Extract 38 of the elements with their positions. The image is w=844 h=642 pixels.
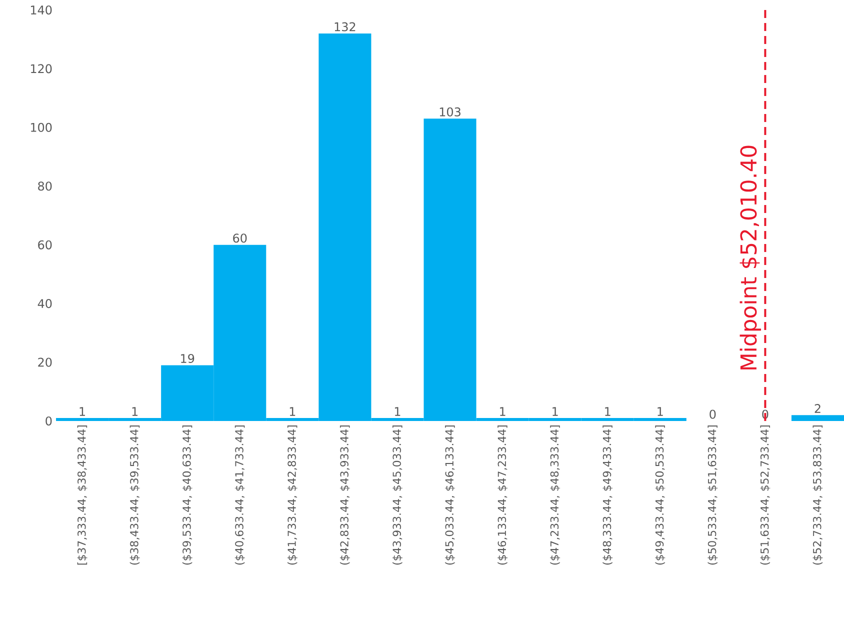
data-label: 1 [290,407,296,416]
x-tick-label: ($40,633.44, $41,733.44] [234,426,245,565]
x-tick-label: [$37,333.44, $38,433.44] [77,426,88,565]
x-tick-label: ($46,133.44, $47,233.44] [498,426,508,565]
y-tick-label: 100 [30,122,52,132]
data-label: 1 [132,407,138,416]
y-tick-label: 80 [38,182,52,191]
data-label: 132 [334,22,356,32]
y-tick-label: 40 [38,299,52,308]
y-tick-label: 120 [30,64,52,74]
x-tick-label: ($49,433.44, $50,533.44] [655,426,666,565]
data-label: 1 [394,407,400,416]
data-label: 19 [181,354,194,364]
x-tick-label: ($43,933.44, $45,033.44] [392,426,402,565]
x-tick-label: ($41,733.44, $42,833.44] [287,426,298,565]
data-label: 1 [658,407,663,416]
x-tick-label: ($52,733.44, $53,833.44] [812,426,823,565]
data-label: 60 [233,234,247,243]
x-tick-label: ($45,033.44, $46,133.44] [445,426,455,565]
data-label: 2 [814,404,820,413]
x-tick-label: ($39,533.44, $40,633.44] [182,426,192,565]
x-tick-label: ($50,533.44, $51,633.44] [708,426,718,565]
data-label: 103 [440,107,460,116]
y-tick-label: 60 [38,240,52,250]
x-tick-label: ($38,433.44, $39,533.44] [130,426,140,565]
data-label: 1 [605,407,610,416]
y-tick-label: 20 [38,358,52,367]
data-label: 1 [500,407,506,416]
y-tick-label: 140 [30,5,52,15]
data-label: 1 [80,407,85,416]
x-tick-label: ($51,633.44, $52,733.44] [760,426,770,565]
x-tick-label: ($42,833.44, $43,933.44] [340,426,350,565]
data-label: 0 [710,410,716,419]
y-tick-label: 0 [46,416,52,426]
x-tick-label: ($48,333.44, $49,433.44] [602,426,613,565]
data-label: 1 [552,407,558,416]
x-tick-label: ($47,233.44, $48,333.44] [550,426,560,565]
ref-line-label: Midpoint $52,010.40 [740,146,762,370]
